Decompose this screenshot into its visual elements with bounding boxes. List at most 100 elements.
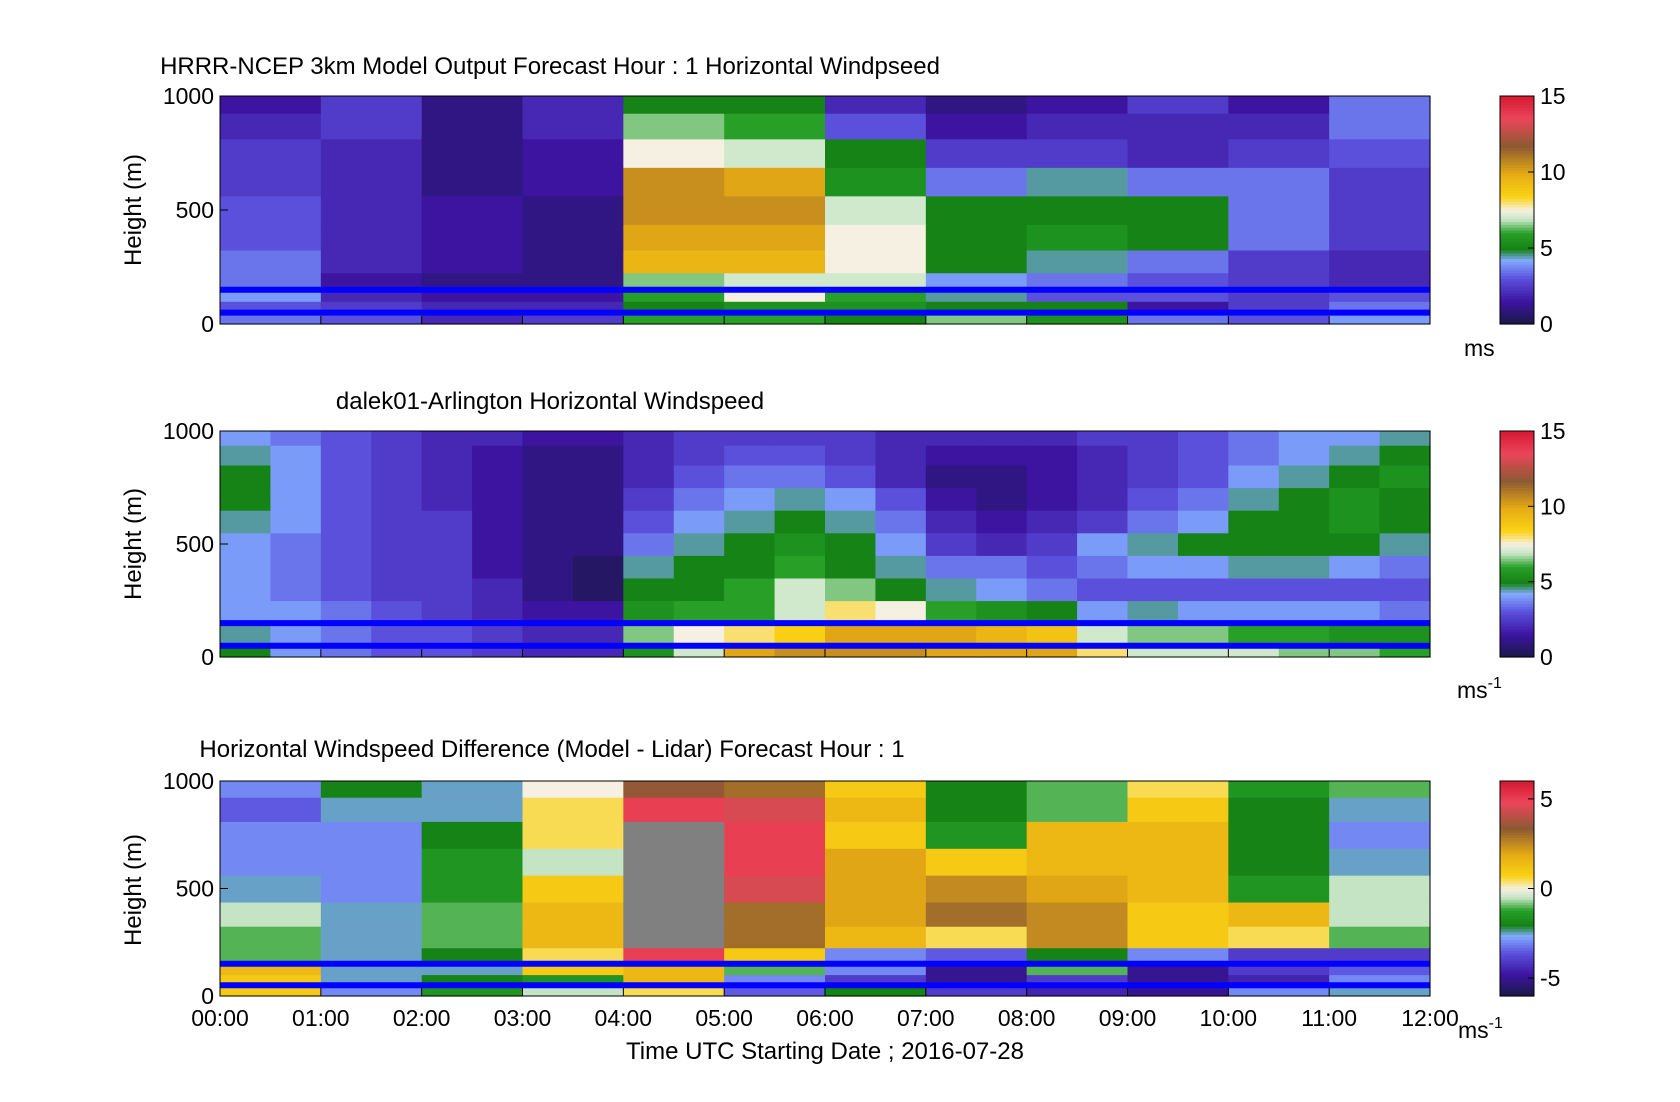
- heatmap-cell: [522, 510, 574, 534]
- heatmap-cell: [1127, 926, 1229, 949]
- colorbar-segment: [1500, 963, 1534, 968]
- heatmap-cell: [1026, 555, 1078, 579]
- heatmap-cell: [724, 195, 826, 225]
- heatmap-cell: [1329, 623, 1381, 644]
- colorbar-segment: [1500, 546, 1534, 551]
- heatmap-cell: [220, 577, 272, 602]
- colorbar-segment: [1500, 133, 1534, 137]
- heatmap-cell: [421, 138, 524, 168]
- heatmap-cell: [421, 555, 473, 579]
- heatmap-cell: [623, 445, 675, 466]
- heatmap-cell: [220, 113, 322, 140]
- colorbar-segment: [1500, 620, 1534, 624]
- colorbar-segment: [1500, 928, 1534, 933]
- colorbar-segment: [1500, 853, 1534, 857]
- heatmap-cell: [1329, 249, 1431, 274]
- heatmap-cell: [724, 577, 776, 602]
- heatmap-cell: [623, 901, 725, 927]
- heatmap-cell: [270, 623, 322, 644]
- heatmap-cell: [1278, 600, 1330, 624]
- colorbar-segment: [1500, 631, 1534, 635]
- y-tick-label: 500: [176, 876, 214, 902]
- heatmap-cell: [320, 781, 423, 798]
- heatmap-cell: [623, 947, 725, 965]
- heatmap-cell: [371, 431, 423, 446]
- colorbar-segment: [1500, 856, 1534, 860]
- heatmap-cell: [320, 510, 372, 534]
- heatmap-cell: [1127, 901, 1229, 927]
- heatmap-cell: [320, 445, 372, 466]
- heatmap-cell: [875, 577, 927, 602]
- heatmap-cell: [421, 431, 473, 446]
- colorbar-segment: [1500, 527, 1534, 531]
- heatmap-cell: [220, 848, 322, 876]
- colorbar-segment: [1500, 224, 1534, 228]
- colorbar-segment: [1500, 840, 1534, 844]
- colorbar-segment: [1500, 267, 1534, 271]
- colorbar-segment: [1500, 113, 1534, 117]
- heatmap-cell: [421, 600, 473, 624]
- heatmap-cell: [623, 195, 725, 225]
- x-tick-label: 05:00: [695, 1005, 753, 1031]
- heatmap-cell: [1329, 797, 1431, 822]
- heatmap-cell: [371, 445, 423, 466]
- colorbar-segment: [1500, 170, 1534, 174]
- heatmap-cell: [724, 555, 776, 579]
- heatmap-cell: [421, 445, 473, 466]
- heatmap-cell: [421, 947, 524, 965]
- colorbar-segment: [1500, 301, 1534, 305]
- panel-difference-ticks: 0 500 1000: [163, 768, 1431, 1009]
- heatmap-cell: [472, 577, 524, 602]
- colorbar-segment: [1500, 470, 1534, 474]
- heatmap-cell: [472, 487, 524, 511]
- heatmap-cell: [371, 577, 423, 602]
- heatmap-cell: [522, 195, 624, 225]
- colorbar-segment: [1500, 558, 1534, 562]
- heatmap-cell: [1329, 464, 1381, 489]
- colorbar-segment: [1500, 858, 1534, 863]
- colorbar-segment: [1500, 507, 1534, 511]
- colorbar-segment: [1500, 642, 1534, 647]
- colorbar-segment: [1500, 198, 1534, 203]
- colorbar-segment: [1500, 487, 1534, 491]
- heatmap-cell: [825, 901, 927, 927]
- heatmap-cell: [1329, 926, 1431, 949]
- heatmap-cell: [320, 963, 423, 976]
- heatmap-cell: [1026, 901, 1129, 927]
- colorbar-segment: [1500, 255, 1534, 260]
- heatmap-cell: [572, 600, 624, 624]
- heatmap-cell: [875, 445, 927, 466]
- heatmap-cell: [1026, 464, 1078, 489]
- heatmap-cell: [1026, 926, 1129, 949]
- colorbar-segment: [1500, 289, 1534, 294]
- heatmap-cell: [1177, 431, 1229, 446]
- heatmap-cell: [1228, 249, 1330, 274]
- colorbar-segment: [1500, 589, 1534, 593]
- heatmap-cell: [320, 797, 423, 822]
- heatmap-cell: [1177, 623, 1229, 644]
- colorbar-segment: [1500, 544, 1534, 548]
- heatmap-cell: [623, 510, 675, 534]
- heatmap-cell: [925, 224, 1028, 251]
- heatmap-cell: [925, 875, 1028, 903]
- heatmap-cell: [623, 797, 725, 822]
- x-tick-label: 02:00: [393, 1005, 451, 1031]
- colorbar-segment: [1500, 101, 1534, 106]
- heatmap-cell: [270, 555, 322, 579]
- colorbar-segment: [1500, 628, 1534, 633]
- heatmap-cell: [774, 600, 826, 624]
- heatmap-cell: [522, 577, 574, 602]
- colorbar-segment: [1500, 950, 1534, 954]
- heatmap-cell: [1228, 963, 1330, 976]
- colorbar-segment: [1500, 538, 1534, 542]
- heatmap-cell: [220, 272, 322, 291]
- colorbar-segment: [1500, 464, 1534, 469]
- heatmap-cell: [371, 532, 423, 556]
- heatmap-cell: [522, 431, 574, 446]
- heatmap-cell: [1228, 487, 1280, 511]
- heatmap-cell: [371, 510, 423, 534]
- heatmap-cell: [1329, 875, 1431, 903]
- heatmap-cell: [1329, 781, 1431, 798]
- heatmap-cell: [1228, 555, 1280, 579]
- colorbar-segment: [1500, 442, 1534, 446]
